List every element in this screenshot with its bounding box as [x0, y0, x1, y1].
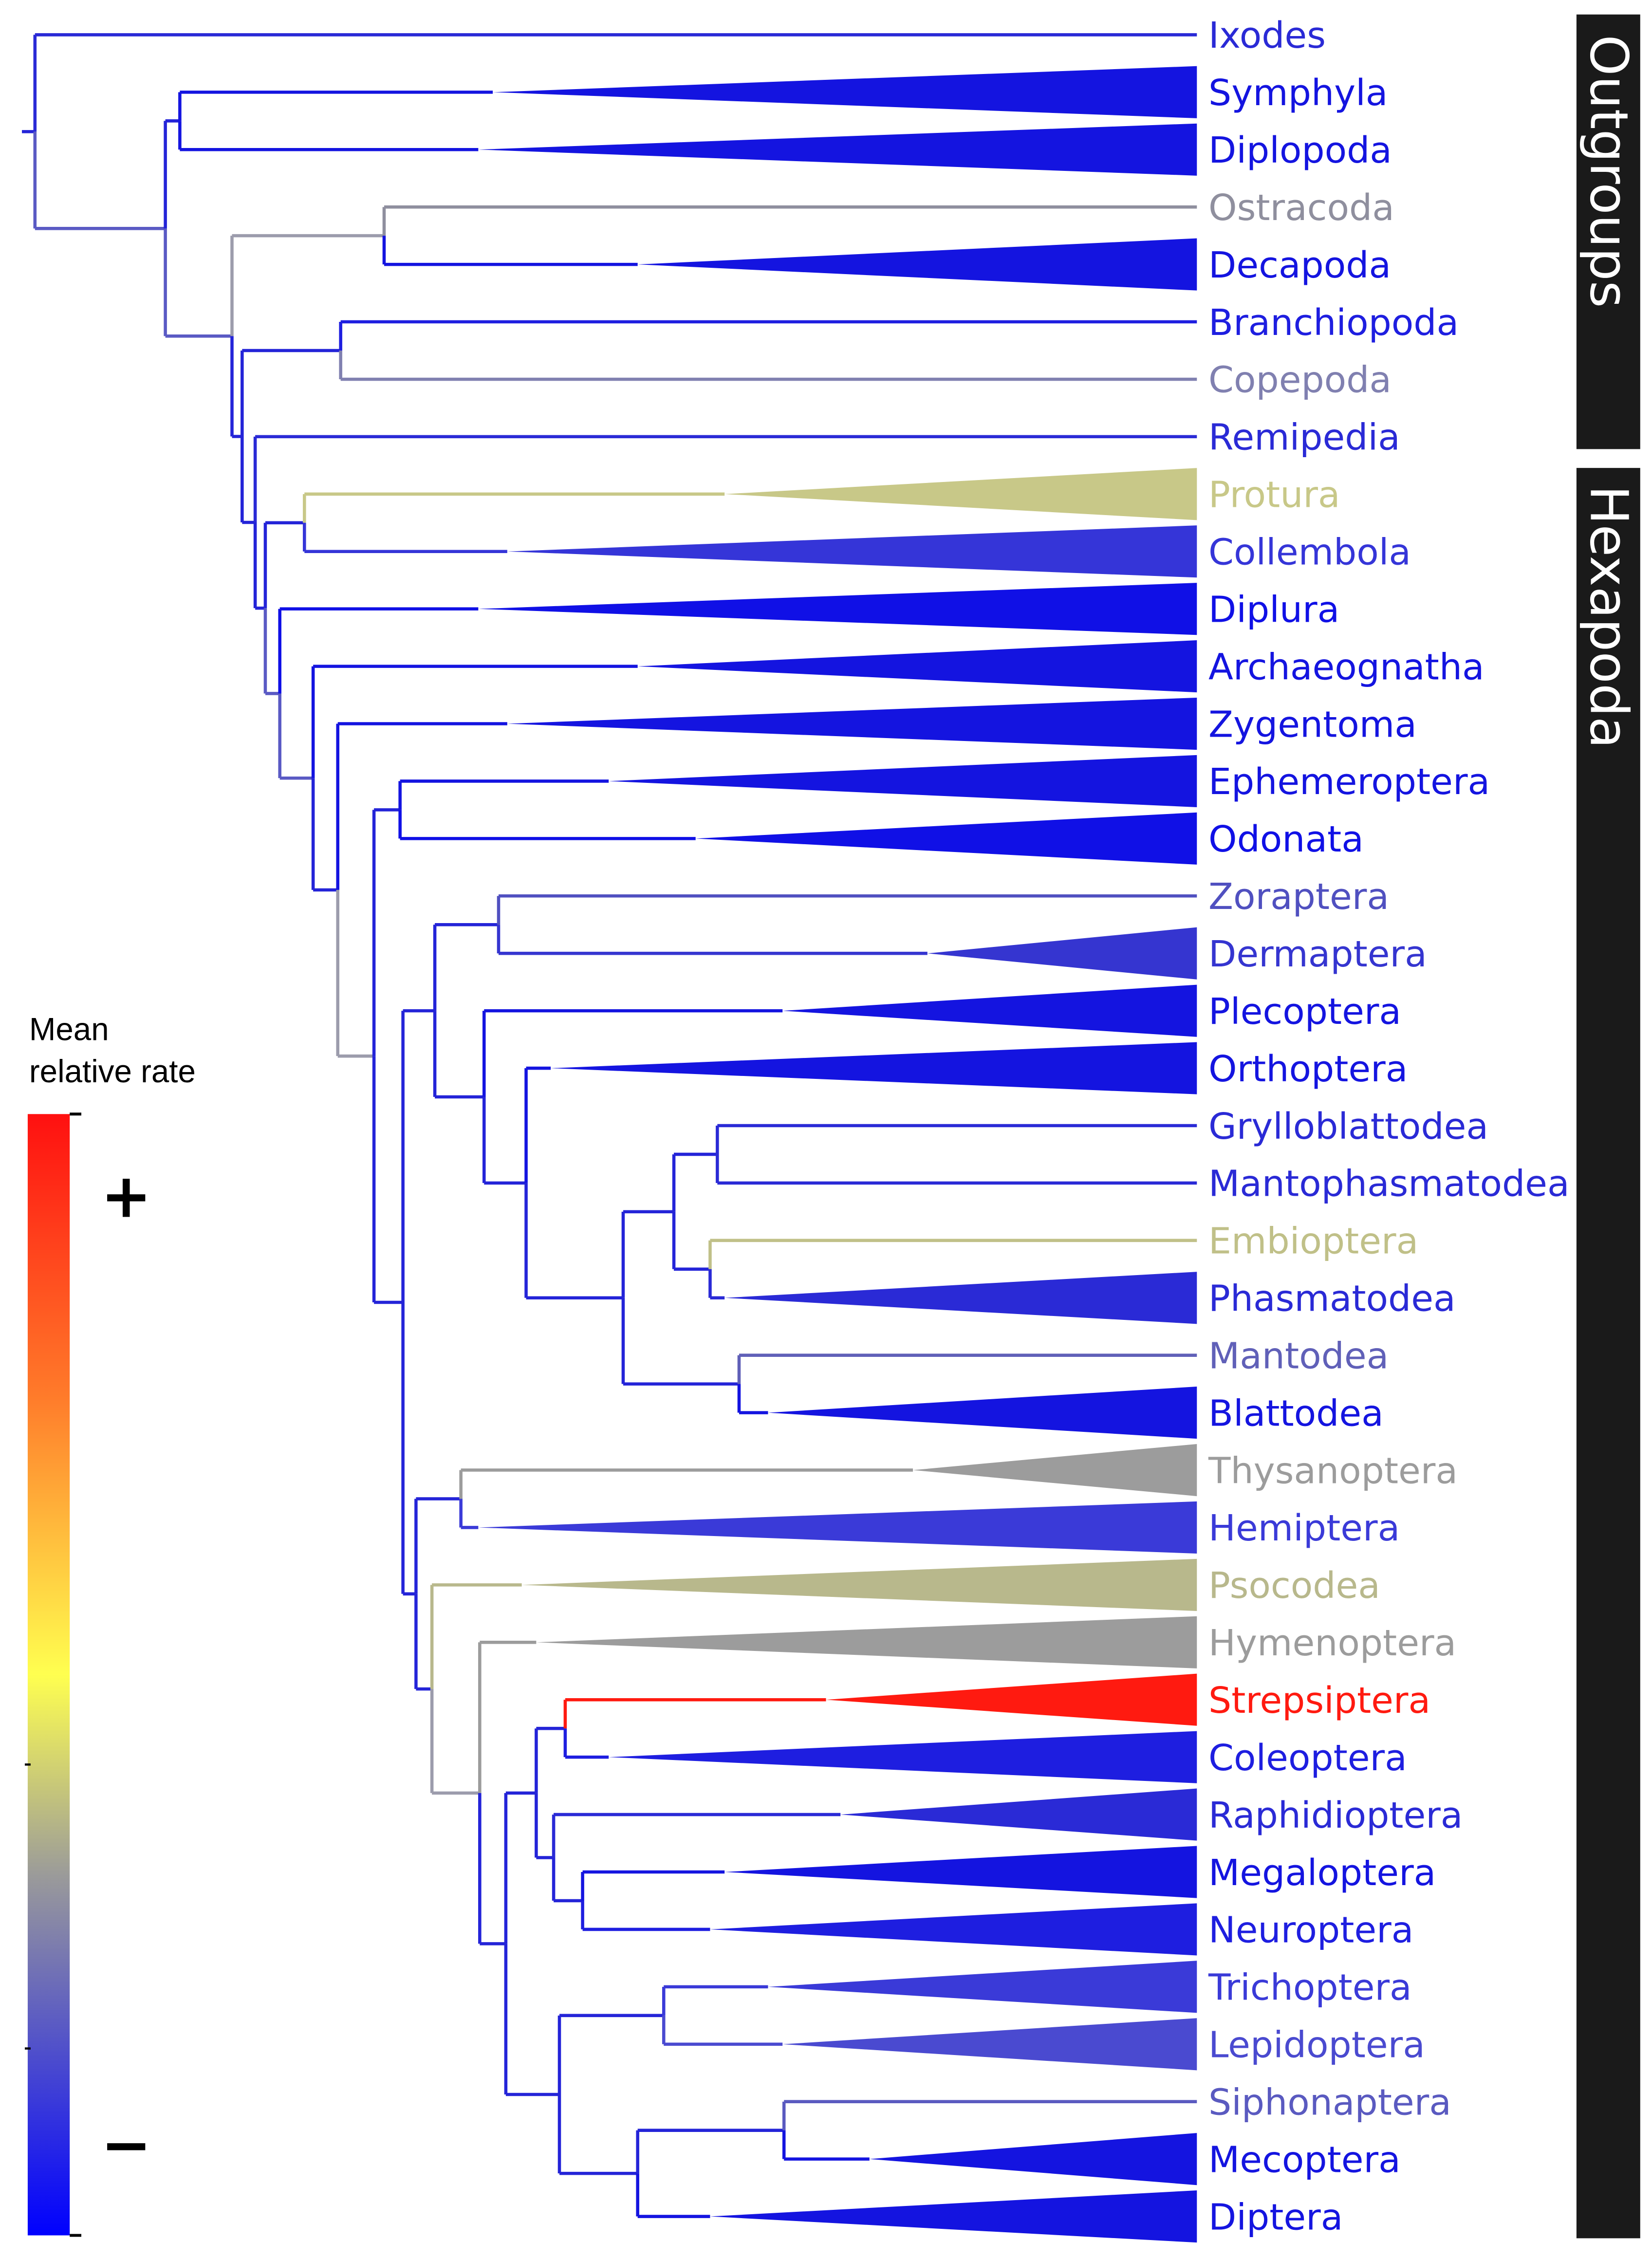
collapsed-clade-trichoptera — [768, 1961, 1197, 2013]
taxon-label-decapoda: Decapoda — [1208, 244, 1391, 286]
collapsed-clade-megaloptera — [724, 1846, 1197, 1898]
collapsed-clade-ephemeroptera — [609, 755, 1197, 807]
collapsed-clade-thysanoptera — [913, 1444, 1197, 1497]
collapsed-clade-mecoptera — [869, 2133, 1197, 2186]
legend-plus: + — [101, 1161, 152, 1232]
taxon-label-siphonaptera: Siphonaptera — [1208, 2081, 1451, 2123]
taxon-label-diptera: Diptera — [1208, 2196, 1343, 2238]
collapsed-clade-diplura — [478, 583, 1197, 635]
legend-minus: − — [101, 2110, 152, 2181]
taxon-label-dermaptera: Dermaptera — [1208, 933, 1427, 975]
taxon-label-mecoptera: Mecoptera — [1208, 2138, 1401, 2181]
taxon-label-branchiopoda: Branchiopoda — [1208, 301, 1459, 344]
taxon-label-blattodea: Blattodea — [1208, 1392, 1384, 1434]
collapsed-clade-lepidoptera — [782, 2018, 1197, 2071]
taxon-label-symphyla: Symphyla — [1208, 72, 1388, 114]
group-label-outgroups: Outgroups — [1578, 35, 1639, 308]
tree-branches — [22, 33, 1197, 2243]
taxon-label-ixodes: Ixodes — [1208, 14, 1326, 56]
taxon-label-coleoptera: Coleoptera — [1208, 1737, 1407, 1779]
taxon-label-orthoptera: Orthoptera — [1208, 1048, 1408, 1090]
taxon-label-collembola: Collembola — [1208, 531, 1411, 574]
taxon-label-ephemeroptera: Ephemeroptera — [1208, 760, 1490, 803]
taxon-label-archaeognatha: Archaeognatha — [1208, 646, 1485, 688]
rate-colorbar — [27, 1114, 70, 2236]
taxon-label-diplopoda: Diplopoda — [1208, 129, 1392, 171]
group-bar-outgroups: Outgroups — [1576, 14, 1640, 449]
taxon-label-zoraptera: Zoraptera — [1208, 875, 1389, 918]
collapsed-clade-orthoptera — [551, 1042, 1197, 1094]
rate-legend: Mean relative rate + − — [24, 1012, 196, 2237]
taxon-label-phasmatodea: Phasmatodea — [1208, 1278, 1456, 1320]
collapsed-clade-decapoda — [637, 238, 1197, 291]
taxon-label-protura: Protura — [1208, 474, 1340, 516]
taxon-label-hymenoptera: Hymenoptera — [1208, 1622, 1456, 1664]
taxon-label-mantophasmatodea: Mantophasmatodea — [1208, 1163, 1569, 1205]
group-label-hexapoda: Hexapoda — [1578, 485, 1639, 749]
taxon-label-zygentoma: Zygentoma — [1208, 703, 1417, 745]
collapsed-clade-raphidioptera — [840, 1788, 1197, 1841]
collapsed-clade-blattodea — [768, 1387, 1197, 1439]
taxon-label-thysanoptera: Thysanoptera — [1208, 1449, 1458, 1492]
collapsed-clade-symphyla — [493, 66, 1197, 118]
taxon-label-diplura: Diplura — [1208, 588, 1339, 630]
taxon-label-strepsiptera: Strepsiptera — [1208, 1679, 1430, 1722]
collapsed-clade-hemiptera — [478, 1501, 1197, 1554]
collapsed-clade-dermaptera — [927, 927, 1197, 980]
legend-title-line1: Mean — [29, 1012, 109, 1047]
collapsed-clade-hymenoptera — [536, 1616, 1197, 1668]
taxon-label-odonata: Odonata — [1208, 818, 1364, 860]
collapsed-clade-archaeognatha — [637, 640, 1197, 693]
collapsed-clade-diplopoda — [478, 123, 1197, 176]
collapsed-clade-diptera — [710, 2190, 1197, 2243]
taxon-label-megaloptera: Megaloptera — [1208, 1852, 1436, 1894]
taxon-label-mantodea: Mantodea — [1208, 1334, 1389, 1377]
collapsed-clade-protura — [724, 468, 1197, 520]
taxon-label-psocodea: Psocodea — [1208, 1564, 1380, 1607]
taxon-label-copepoda: Copepoda — [1208, 359, 1392, 401]
taxon-label-hemiptera: Hemiptera — [1208, 1507, 1400, 1549]
group-bar-hexapoda: Hexapoda — [1576, 468, 1640, 2239]
taxon-label-plecoptera: Plecoptera — [1208, 990, 1401, 1033]
taxon-label-grylloblattodea: Grylloblattodea — [1208, 1105, 1488, 1148]
collapsed-clade-zygentoma — [507, 697, 1197, 750]
taxon-label-ostracoda: Ostracoda — [1208, 186, 1394, 229]
taxon-label-lepidoptera: Lepidoptera — [1208, 2024, 1425, 2066]
taxon-label-trichoptera: Trichoptera — [1208, 1966, 1412, 2009]
collapsed-clade-coleoptera — [609, 1731, 1197, 1783]
collapsed-clade-phasmatodea — [724, 1272, 1197, 1324]
collapsed-clade-plecoptera — [782, 984, 1197, 1037]
taxon-label-remipedia: Remipedia — [1208, 416, 1400, 459]
taxon-labels: Ixodes Symphyla Diplopoda Ostracoda Decapoda… — [1208, 14, 1569, 2238]
collapsed-clade-strepsiptera — [826, 1673, 1197, 1726]
collapsed-clade-psocodea — [521, 1558, 1197, 1611]
legend-title-line2: relative rate — [29, 1054, 196, 1089]
taxon-label-raphidioptera: Raphidioptera — [1208, 1794, 1463, 1836]
collapsed-clade-neuroptera — [710, 1903, 1197, 1956]
collapsed-clade-collembola — [507, 525, 1197, 578]
taxon-label-neuroptera: Neuroptera — [1208, 1909, 1413, 1951]
taxon-label-embioptera: Embioptera — [1208, 1220, 1418, 1262]
collapsed-clade-odonata — [695, 812, 1197, 865]
